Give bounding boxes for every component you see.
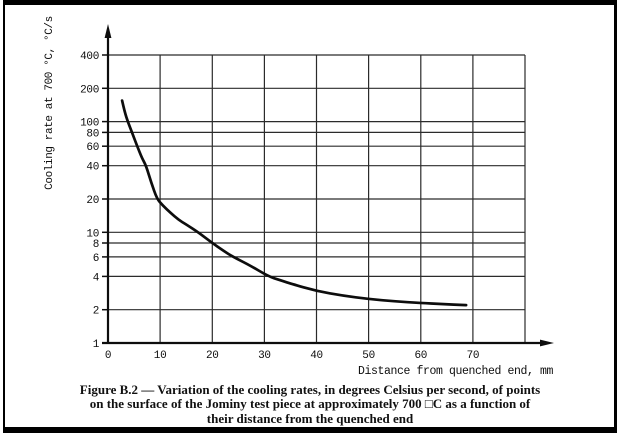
x-tick-label: 70 [467,350,480,362]
x-tick-label: 30 [258,350,271,362]
figure-caption-line-3: their distance from the quenched end [206,410,414,426]
y-tick-label: 2 [93,306,99,318]
figure-caption: Figure B.2 — Variation of the cooling ra… [20,382,600,426]
x-axis-arrowhead [540,339,554,347]
x-tick-label: 20 [206,350,219,362]
y-tick-label: 20 [86,195,99,207]
y-tick-label: 4 [93,272,100,284]
x-tick-label: 40 [310,350,323,362]
x-axis-title: Distance from quenched end, mm [358,365,554,378]
figure-caption-line-1: Figure B.2 — Variation of the cooling ra… [79,382,541,397]
y-tick-label: 40 [86,162,99,174]
y-tick-label: 10 [86,228,99,240]
x-tick-label: 50 [362,350,375,362]
y-axis-title: Cooling rate at 700 °C, °C/s [44,16,56,190]
y-tick-label: 8 [93,239,99,251]
y-axis-arrowhead [104,24,112,38]
figure-caption-line-2: on the surface of the Jominy test piece … [89,396,531,412]
page-border [3,0,617,433]
y-tick-label: 200 [80,84,99,96]
y-tick-label: 60 [86,142,99,154]
data-curve-cooling-rate-at-700C [120,99,468,307]
y-tick-label: 400 [80,51,99,63]
x-tick-label: 0 [105,350,111,362]
y-tick-label: 6 [93,253,99,265]
x-tick-label: 60 [414,350,427,362]
x-tick-label: 10 [154,350,167,362]
y-tick-label: 1 [93,339,100,351]
y-tick-label: 100 [80,118,99,130]
y-tick-label: 80 [86,128,99,140]
